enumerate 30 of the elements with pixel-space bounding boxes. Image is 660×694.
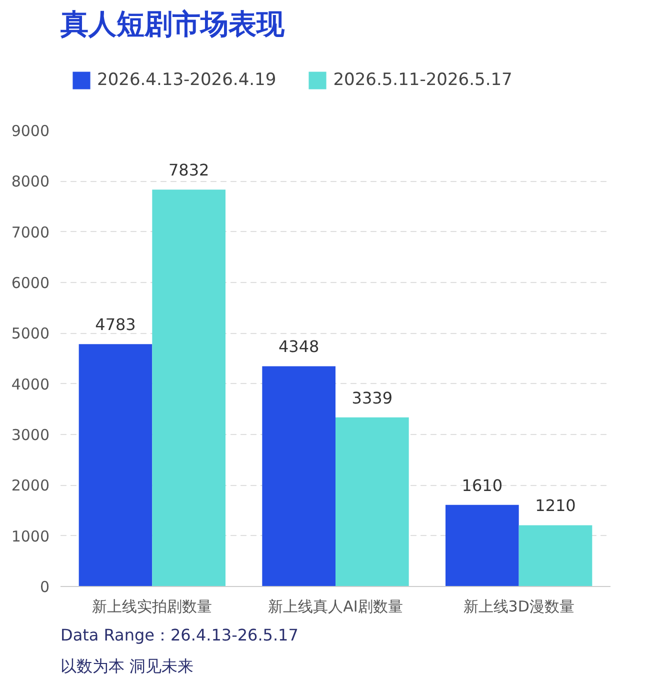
y-tick-label: 6000	[11, 274, 50, 292]
text: 以数为本 洞见未来	[60, 656, 194, 676]
legend-label: 2026.4.13-2026.4.19	[97, 70, 276, 90]
y-tick-label: 8000	[11, 172, 50, 191]
y-tick-label: 4000	[11, 375, 50, 394]
x-tick-label: 新上线实拍剧数量	[92, 598, 212, 616]
y-tick-label: 3000	[11, 426, 50, 444]
x-tick-label: 新上线3D漫数量	[463, 598, 574, 616]
bar	[336, 417, 409, 586]
bar	[152, 190, 226, 586]
bar	[518, 525, 592, 586]
y-tick-label: 0	[40, 578, 50, 596]
data-label: 4348	[278, 337, 320, 356]
y-tick-label: 1000	[11, 527, 50, 546]
bar	[262, 366, 336, 586]
data-label: 1610	[462, 476, 503, 495]
y-tick-label: 7000	[11, 223, 50, 242]
bar	[446, 504, 519, 586]
data-label: 3339	[352, 388, 393, 408]
y-tick-label: 5000	[11, 324, 50, 343]
data-label: 1210	[535, 496, 576, 516]
text: Data Range：26.4.13-26.5.17	[60, 626, 298, 644]
y-tick-label: 9000	[11, 122, 50, 140]
data-label: 7832	[168, 160, 210, 180]
y-tick-label: 2000	[11, 476, 50, 495]
data-label: 4783	[95, 315, 136, 334]
bar	[78, 344, 152, 586]
x-tick-label: 新上线真人AI剧数量	[268, 598, 403, 616]
legend-label: 2026.5.11-2026.5.17	[333, 70, 512, 90]
chart-title: 真人短剧市场表现	[60, 8, 286, 40]
